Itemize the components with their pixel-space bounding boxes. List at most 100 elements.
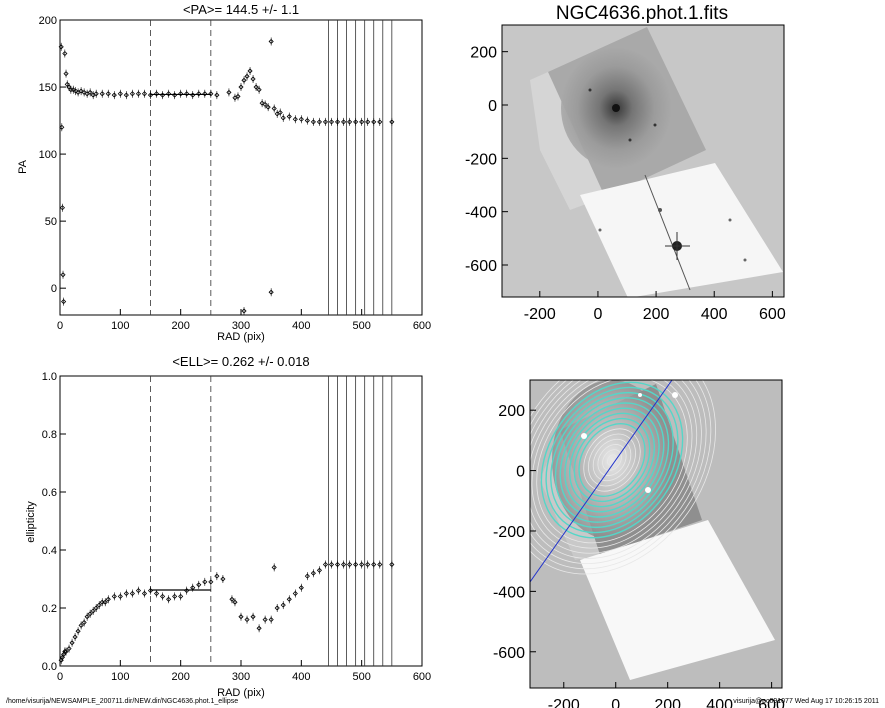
ell-point	[153, 590, 160, 597]
overlay-xtick-label: -200	[548, 697, 580, 708]
pa-point	[214, 92, 220, 98]
ell-point	[172, 593, 178, 599]
ell-point	[220, 576, 226, 582]
ell-point	[84, 614, 90, 620]
ell-point	[59, 654, 65, 660]
ell-point	[105, 596, 111, 602]
footer-path: /home/visurija/NEWSAMPLE_200711.dir/NEW.…	[6, 698, 239, 705]
overlay-ytick-label: -600	[493, 645, 525, 662]
ell-point	[389, 561, 395, 568]
pa-ytick-label: 50	[45, 216, 57, 228]
pa-point	[178, 91, 184, 97]
overlay-ytick-label: -400	[493, 584, 525, 601]
fits-image	[502, 25, 784, 297]
ell-point	[184, 588, 190, 594]
pa-point	[141, 91, 148, 97]
pa-point	[99, 91, 105, 97]
ell-point	[202, 579, 208, 585]
isophote-ellipse	[545, 386, 679, 534]
ell-point	[102, 599, 108, 605]
ell-point	[190, 585, 196, 591]
pa-data-points	[58, 37, 395, 315]
ell-point	[229, 596, 235, 602]
pa-point	[286, 113, 292, 120]
isophote-ellipse	[530, 380, 702, 559]
overlay-panel: -200 0 200 400 600 200 0 -200 -400 -600	[493, 379, 785, 708]
ell-point	[63, 648, 69, 655]
ell-ytick-label: 1.0	[42, 371, 57, 383]
ell-point	[75, 628, 81, 634]
pa-point	[135, 91, 141, 97]
pa-point	[256, 87, 262, 93]
fits-xtick-label: 600	[759, 306, 786, 323]
ell-point	[365, 561, 371, 568]
overlay-xtick-label: 200	[654, 697, 681, 708]
isophote-ellipse	[583, 428, 641, 492]
ell-point	[208, 579, 214, 585]
isophote-ellipse	[588, 433, 636, 487]
overlay-ytick-label: 200	[498, 403, 525, 420]
pa-point	[265, 104, 271, 110]
pa-point	[63, 71, 69, 77]
pa-point	[160, 92, 166, 98]
ell-point	[334, 561, 341, 568]
pa-point	[153, 91, 160, 97]
pa-point	[129, 91, 135, 97]
isophote-ellipse	[573, 417, 651, 503]
ell-title: <ELL>= 0.262 +/- 0.018	[172, 354, 309, 369]
pa-reference-lines	[150, 20, 393, 315]
ell-point	[341, 561, 347, 568]
pa-xtick-label: 400	[292, 320, 310, 332]
overlay-y-ticks: 200 0 -200 -400 -600	[493, 403, 536, 662]
pa-point	[268, 289, 274, 295]
ell-xtick-label: 500	[352, 671, 370, 683]
ell-ytick-label: 0.0	[42, 661, 57, 673]
overlay-frame	[529, 379, 783, 689]
ell-point	[135, 588, 141, 594]
pa-xtick-label: 300	[232, 320, 250, 332]
ell-point	[96, 602, 102, 608]
overlay-ytick-label: -200	[493, 524, 525, 541]
pa-xlabel: RAD (pix)	[217, 331, 265, 343]
ell-xlabel: RAD (pix)	[217, 687, 265, 699]
ell-point	[268, 617, 274, 623]
isophote-ellipses	[530, 380, 716, 575]
isophote-ellipse	[559, 402, 665, 518]
ell-point	[129, 590, 135, 597]
ell-xtick-label: 100	[111, 671, 129, 683]
pa-point	[241, 308, 247, 314]
pa-point	[68, 87, 74, 93]
ell-frame	[59, 375, 423, 667]
ell-ytick-label: 0.2	[42, 603, 57, 615]
fits-ytick-label: -200	[465, 151, 497, 168]
pa-point	[347, 119, 353, 125]
ell-xtick-label: 600	[413, 671, 431, 683]
pa-ylabel: PA	[17, 159, 29, 174]
overlay-ytick-label: 0	[516, 464, 525, 481]
ell-point	[141, 590, 148, 597]
isophote-ellipse	[578, 423, 646, 497]
ell-panel: <ELL>= 0.262 +/- 0.018 0 100 200 300 400 500 6…	[25, 354, 431, 699]
fits-xtick-label: 200	[643, 306, 670, 323]
fits-panel: NGC4636.phot.1.fits -200 0 200 400 600 2000-…	[465, 3, 786, 323]
fits-x-ticks: -200 0 200 400 600	[524, 291, 786, 323]
ell-point	[62, 648, 68, 655]
ell-point	[271, 564, 277, 570]
pa-point	[292, 116, 298, 122]
fits-xtick-label: -200	[524, 306, 556, 323]
pa-xtick-label: 600	[413, 320, 431, 332]
isophote-ellipse	[554, 397, 670, 523]
isophote-ellipse	[597, 444, 627, 476]
pa-point	[87, 89, 93, 95]
ell-point	[111, 593, 117, 599]
pa-y-ticks: 0 50 100 150 200	[39, 15, 66, 295]
isophote-ellipse	[592, 438, 632, 482]
isophote-ellipse	[602, 449, 622, 471]
isophote-ellipse	[530, 380, 698, 554]
ell-y-ticks: 0.0 0.2 0.4 0.6 0.8 1.0	[42, 371, 66, 673]
ell-xtick-label: 0	[57, 671, 63, 683]
ell-point	[147, 588, 154, 594]
pa-point	[117, 91, 123, 97]
overlay-x-ticks: -200 0 200 400 600	[548, 682, 785, 708]
